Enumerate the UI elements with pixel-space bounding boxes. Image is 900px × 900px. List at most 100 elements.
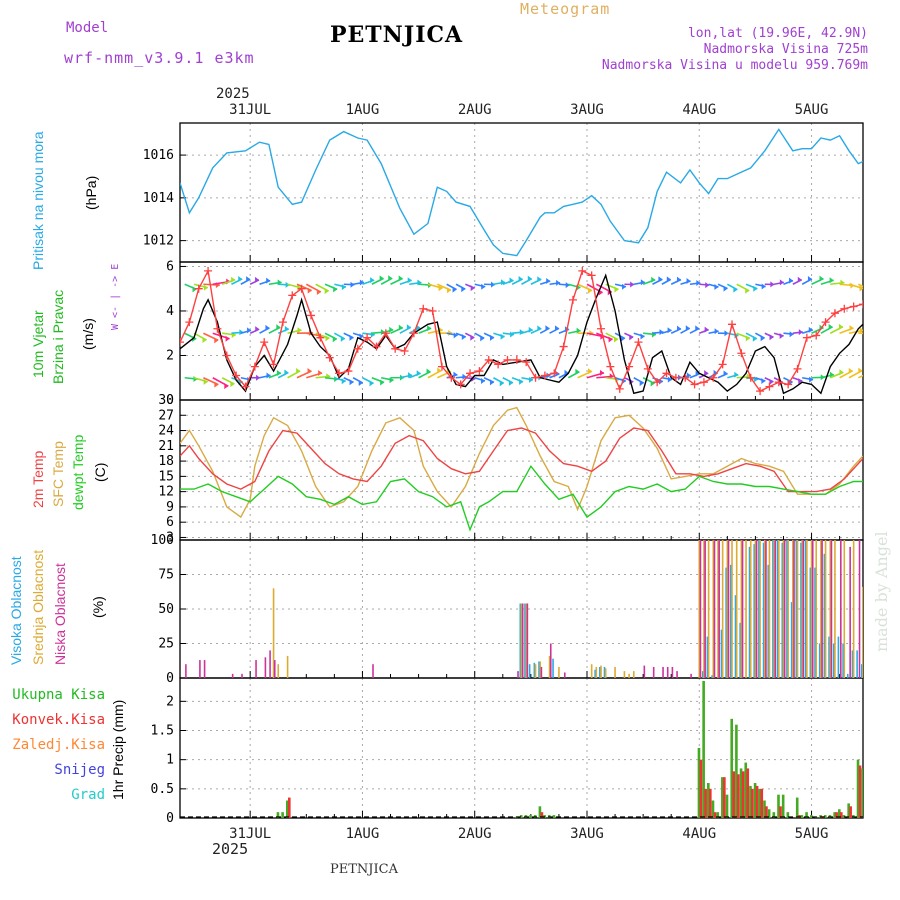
wind-arrow-head: [629, 334, 634, 341]
wind-arrow-head: [510, 331, 515, 338]
y-tick-label: 1014: [143, 191, 174, 206]
wind-arrow-head: [316, 289, 321, 296]
wind-arrow-head: [537, 325, 542, 332]
precip-bar: [765, 806, 768, 818]
precip-bar: [702, 680, 705, 818]
wind-arrow-head: [358, 379, 363, 386]
precip-bar: [699, 759, 703, 818]
wind-gust-marker: [213, 324, 222, 333]
wind-arrow-head: [620, 335, 625, 342]
wind-arrow-head: [789, 277, 794, 284]
wind-arrow-head: [537, 276, 542, 283]
precip-bar: [760, 788, 764, 818]
t2m-line: [180, 427, 863, 493]
precip-bar: [741, 771, 745, 818]
wind-arrow-head: [447, 287, 452, 294]
wind-gust-marker: [587, 271, 596, 280]
precip-bar: [753, 783, 757, 818]
wind-arrow-head: [797, 276, 802, 283]
precip-bar: [737, 774, 740, 818]
day-label-bottom: 3AUG: [570, 826, 604, 842]
wind-arrow: [857, 283, 863, 288]
wind-arrow-head: [575, 368, 580, 375]
wind-gust-marker: [409, 329, 418, 338]
wind-arrow-head: [723, 285, 728, 292]
precip-bar: [772, 812, 776, 818]
day-label-top: 1AUG: [346, 102, 380, 118]
wind-arrow-head: [416, 370, 421, 377]
wind-arrow-head: [754, 376, 759, 383]
panel-frame: [179, 399, 864, 541]
wind-arrow-head: [858, 367, 863, 374]
day-label-bottom: 1AUG: [346, 826, 380, 842]
precip-bar: [739, 768, 743, 818]
wind-arrow-head: [695, 370, 700, 377]
wind-gust-marker: [288, 291, 297, 300]
wind-arrow-head: [370, 277, 375, 284]
wind-gust-marker: [447, 373, 456, 382]
wind-arrow-head: [284, 369, 289, 376]
precip-bar: [519, 815, 523, 818]
wind-arrow-head: [696, 279, 701, 286]
precip-bar: [697, 748, 701, 818]
wind-arrow-head: [341, 378, 346, 385]
wind-gust-marker: [250, 362, 259, 371]
wind-arrow-head: [230, 381, 235, 388]
pressure-unit: (hPa): [83, 175, 99, 210]
wind-gust-marker: [494, 360, 503, 369]
wind-arrow-head: [868, 369, 872, 375]
wind-gust-marker: [241, 382, 250, 391]
year-label-bottom: 2025: [212, 840, 249, 858]
wind-arrow-head: [789, 331, 794, 338]
wind-arrow-head: [297, 327, 302, 334]
wind-arrow-head: [714, 328, 719, 335]
sfc-temp-line: [180, 406, 863, 519]
wind-arrow-head: [389, 377, 394, 384]
wind-arrow-head: [426, 368, 431, 375]
y-tick-label: 75: [158, 568, 174, 583]
wind-gust-marker: [419, 304, 428, 313]
wind-arrow-head: [849, 324, 854, 331]
wind-arrow-head: [247, 327, 252, 334]
wind-arrow-head: [527, 275, 532, 282]
wind-arrow-head: [369, 380, 374, 387]
day-label-top: 2AUG: [458, 102, 492, 118]
wind-arrow-head: [576, 327, 581, 334]
wind-arrow-head: [427, 325, 432, 332]
precip-bar: [777, 794, 780, 818]
wind-arrow: [858, 374, 863, 379]
wind-gust-marker: [437, 362, 446, 371]
footer-station: PETNJICA: [330, 862, 398, 877]
wind-gust-marker: [353, 344, 362, 353]
wind-arrow-head: [318, 370, 323, 377]
wind-arrow-head: [564, 369, 569, 376]
wind-arrow-head: [398, 275, 403, 282]
wind-arrow-head: [307, 368, 312, 375]
wind-speed-line: [180, 273, 863, 395]
wind-gust-line: [180, 268, 863, 392]
wind-arrow-head: [600, 369, 605, 376]
wind-gust-marker: [344, 367, 353, 376]
wind-arrow-head: [868, 288, 872, 294]
wind-arrow-head: [265, 324, 270, 331]
precip-bar: [707, 783, 710, 818]
cloud-mid-title: Srednja Oblacnost: [30, 549, 46, 665]
y-tick-label: 1: [166, 753, 174, 768]
wind-gust-marker: [428, 306, 437, 315]
precip-bar: [735, 724, 738, 818]
wind-arrow-head: [640, 333, 645, 340]
wind-gust-marker: [466, 369, 475, 378]
wind-arrow-head: [470, 285, 475, 292]
wind-arrow-head: [667, 327, 672, 334]
cloud-unit: (%): [90, 596, 106, 618]
wind-arrow-head: [437, 367, 442, 374]
precip-bar: [746, 768, 750, 818]
y-tick-label: 0.5: [151, 782, 174, 797]
precip-bar: [721, 777, 724, 818]
wind-gust-marker: [180, 338, 184, 347]
day-label-bottom: 4AUG: [682, 826, 716, 842]
wind-gust-marker: [503, 355, 512, 364]
wind-arrow-head: [231, 276, 236, 283]
wind-gust-marker: [232, 371, 241, 380]
wind-arrow-head: [734, 371, 739, 378]
